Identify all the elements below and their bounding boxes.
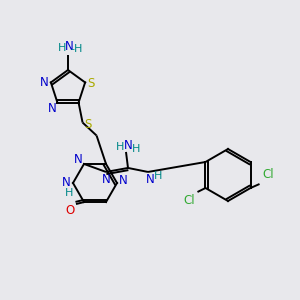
Text: H: H xyxy=(58,43,66,53)
Text: N: N xyxy=(124,140,132,152)
Text: N: N xyxy=(61,176,70,190)
Text: N: N xyxy=(64,40,74,53)
Text: N: N xyxy=(102,173,110,186)
Text: N: N xyxy=(146,173,154,186)
Text: H: H xyxy=(65,188,73,198)
Text: N: N xyxy=(40,76,48,89)
Text: N: N xyxy=(74,153,82,167)
Text: N: N xyxy=(118,173,127,187)
Text: Cl: Cl xyxy=(184,194,195,208)
Text: S: S xyxy=(87,77,95,90)
Text: H: H xyxy=(154,171,162,181)
Text: S: S xyxy=(84,118,91,131)
Text: H: H xyxy=(132,144,140,154)
Text: -H: -H xyxy=(71,44,83,54)
Text: Cl: Cl xyxy=(263,169,274,182)
Text: O: O xyxy=(65,204,75,217)
Text: H: H xyxy=(116,142,124,152)
Text: N: N xyxy=(48,102,57,115)
